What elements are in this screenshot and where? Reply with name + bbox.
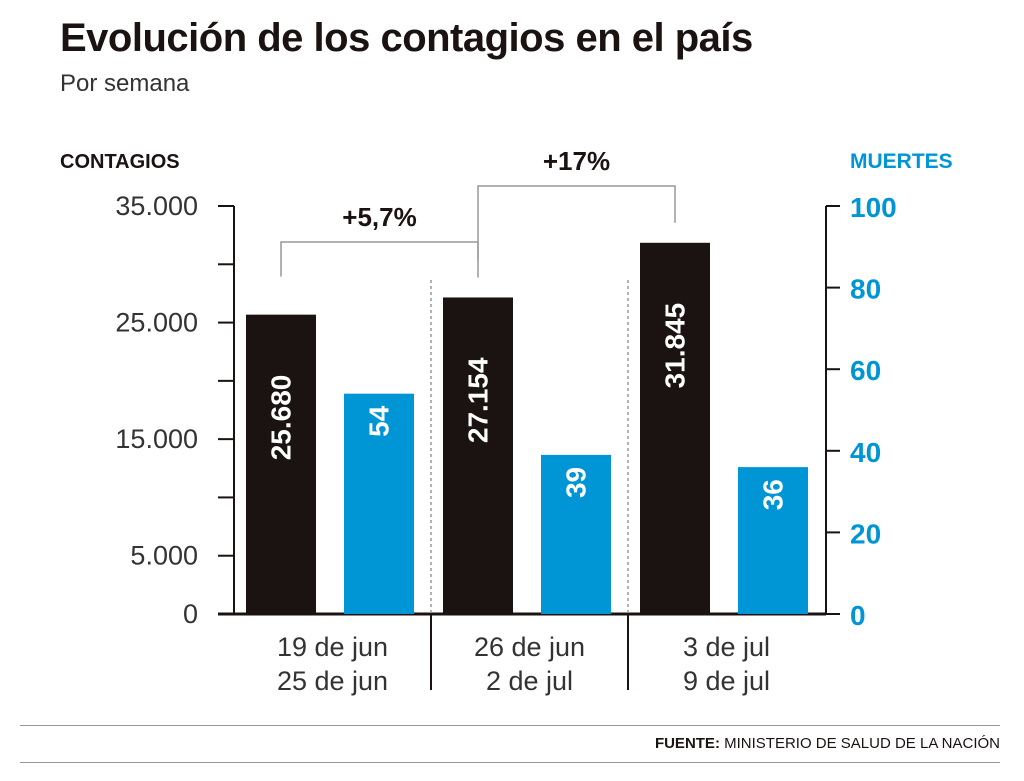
contagios-value-label: 25.680 (266, 375, 297, 461)
source-label: FUENTE: (654, 735, 720, 752)
footer-top-rule (20, 725, 1000, 726)
chart-subtitle: Por semana (60, 70, 190, 97)
muertes-value-label: 54 (364, 405, 395, 437)
category-label-end: 9 de jul (683, 666, 770, 696)
left-axis-tick-label: 15.000 (115, 424, 198, 454)
change-bracket (477, 185, 676, 260)
muertes-bar (738, 467, 808, 614)
change-annotation: +5,7% (342, 202, 416, 232)
category-label-start: 19 de jun (277, 632, 388, 662)
muertes-value-label: 36 (758, 479, 789, 510)
right-axis-tick-label: 20 (850, 518, 881, 549)
right-axis-tick-label: 0 (850, 600, 866, 631)
contagios-bar (640, 242, 710, 614)
contagios-bar (443, 297, 513, 614)
right-axis-tick-label: 40 (850, 437, 881, 468)
category-label-end: 2 de jul (486, 666, 573, 696)
left-axis-tick-label: 5.000 (130, 541, 198, 571)
footer-bottom-rule (20, 762, 1000, 763)
contagios-value-label: 31.845 (660, 303, 691, 389)
source-note: FUENTE: MINISTERIO DE SALUD DE LA NACIÓN (655, 735, 1000, 752)
muertes-value-label: 39 (561, 467, 592, 498)
right-axis-tick-label: 60 (850, 355, 881, 386)
left-axis-tick-label: 0 (183, 599, 198, 629)
right-axis-tick-label: 80 (850, 274, 881, 305)
change-bracket (280, 241, 479, 278)
left-axis-tick-label: 35.000 (115, 191, 198, 221)
muertes-bar (344, 393, 414, 614)
left-axis-label: CONTAGIOS (60, 151, 180, 173)
category-label-start: 3 de jul (683, 632, 770, 662)
category-label-end: 25 de jun (277, 666, 388, 696)
left-axis-tick-label: 25.000 (115, 308, 198, 338)
muertes-bar (541, 454, 611, 614)
chart-title: Evolución de los contagios en el país (60, 16, 753, 60)
source-text: MINISTERIO DE SALUD DE LA NACIÓN (724, 735, 1000, 752)
right-axis-label: MUERTES (850, 150, 953, 173)
contagios-value-label: 27.154 (463, 357, 494, 443)
contagios-bar (246, 314, 316, 614)
change-annotation: +17% (543, 146, 610, 176)
category-label-start: 26 de jun (474, 632, 585, 662)
right-axis-tick-label: 100 (850, 192, 897, 223)
